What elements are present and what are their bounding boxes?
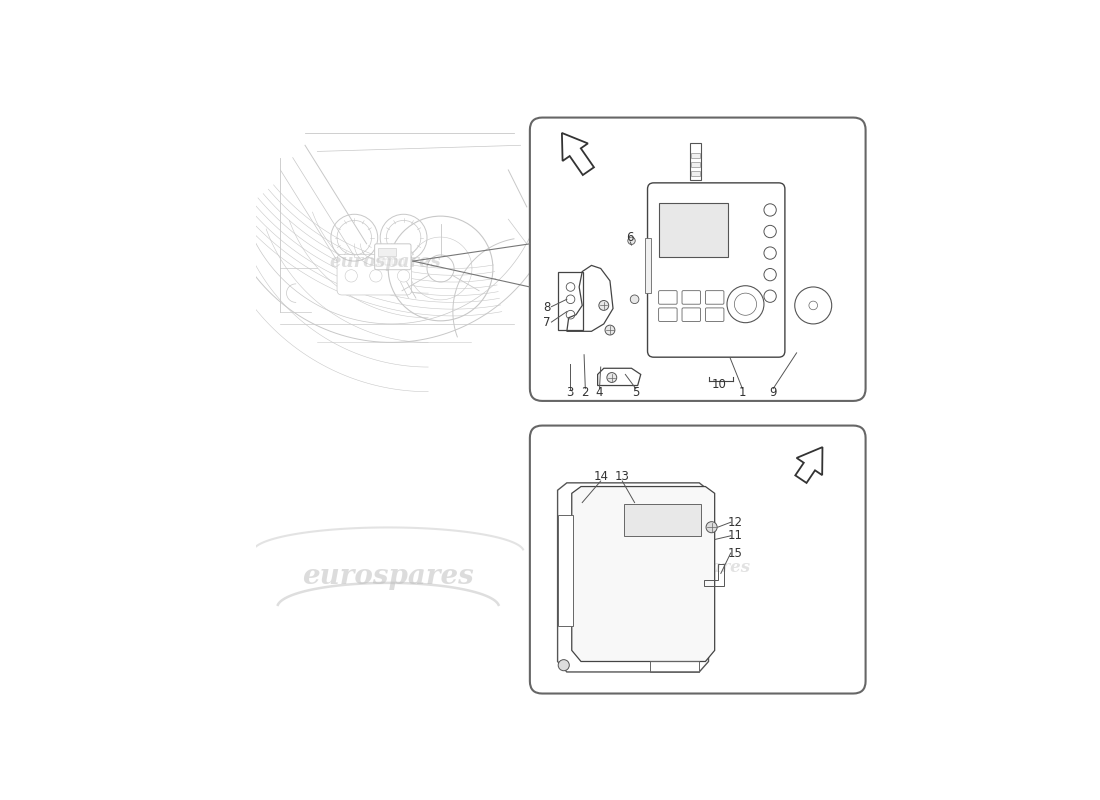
FancyBboxPatch shape <box>682 308 701 322</box>
Text: eurospares: eurospares <box>329 254 441 271</box>
Text: eurospares: eurospares <box>648 254 751 271</box>
Bar <box>378 248 396 256</box>
Text: 2: 2 <box>582 386 590 399</box>
Text: 1: 1 <box>738 386 746 399</box>
Bar <box>558 271 583 330</box>
Circle shape <box>558 660 570 670</box>
FancyBboxPatch shape <box>648 183 785 357</box>
Circle shape <box>630 295 639 303</box>
Text: 10: 10 <box>712 378 727 391</box>
Text: 11: 11 <box>727 530 742 542</box>
Bar <box>690 143 701 180</box>
Bar <box>385 259 390 266</box>
Text: eurospares: eurospares <box>302 563 474 590</box>
Bar <box>691 153 700 158</box>
Text: 7: 7 <box>542 315 550 329</box>
FancyBboxPatch shape <box>530 426 866 694</box>
Circle shape <box>607 373 617 382</box>
Text: 3: 3 <box>566 386 573 399</box>
FancyBboxPatch shape <box>682 290 701 304</box>
FancyBboxPatch shape <box>624 504 701 536</box>
Text: 5: 5 <box>632 386 639 399</box>
Text: 9: 9 <box>769 386 777 399</box>
FancyBboxPatch shape <box>659 202 727 258</box>
Bar <box>691 171 700 176</box>
Text: 14: 14 <box>593 470 608 483</box>
Circle shape <box>605 325 615 335</box>
Circle shape <box>598 301 608 310</box>
Polygon shape <box>572 486 715 662</box>
FancyBboxPatch shape <box>705 290 724 304</box>
Bar <box>691 162 700 167</box>
Circle shape <box>628 237 635 245</box>
FancyBboxPatch shape <box>705 308 724 322</box>
Text: 15: 15 <box>727 546 742 559</box>
Bar <box>645 238 651 293</box>
Text: eurospares: eurospares <box>648 558 751 576</box>
FancyBboxPatch shape <box>659 308 678 322</box>
FancyBboxPatch shape <box>337 254 411 295</box>
Text: 8: 8 <box>542 301 550 314</box>
Text: 6: 6 <box>627 231 634 244</box>
FancyBboxPatch shape <box>530 118 866 401</box>
Text: 4: 4 <box>596 386 603 399</box>
Circle shape <box>706 522 717 533</box>
Text: 13: 13 <box>615 470 629 483</box>
Text: 12: 12 <box>727 516 742 529</box>
FancyBboxPatch shape <box>659 290 678 304</box>
Bar <box>398 259 404 266</box>
Bar <box>558 515 573 626</box>
Bar <box>378 259 383 266</box>
Bar <box>392 259 397 266</box>
FancyBboxPatch shape <box>375 244 411 270</box>
